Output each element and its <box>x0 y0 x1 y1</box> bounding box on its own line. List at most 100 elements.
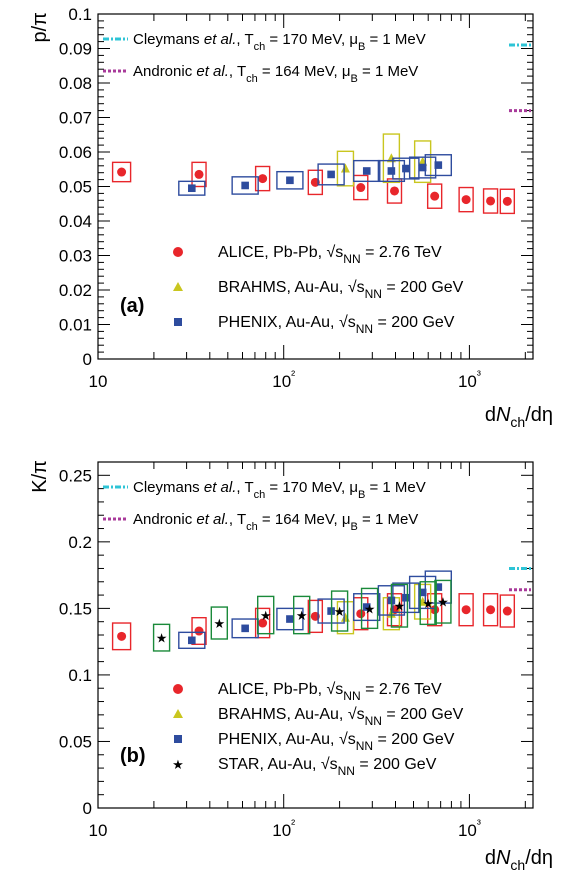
data-point <box>418 163 427 172</box>
series-circle <box>111 593 516 651</box>
y-tick-label: 0.03 <box>59 247 92 266</box>
data-point <box>434 583 443 591</box>
y-axis-title: K/π <box>29 460 51 493</box>
y-tick-label: 0.07 <box>59 109 92 128</box>
y-tick-label: 0.1 <box>68 666 92 685</box>
y-tick-label: 0.09 <box>59 40 92 59</box>
data-point <box>356 183 366 193</box>
data-point: ★ <box>156 631 168 646</box>
model-legend-label: Cleymans et al., Tch = 170 MeV, μB = 1 M… <box>133 31 426 53</box>
data-point <box>194 626 204 636</box>
sys-box <box>317 163 345 186</box>
sys-box <box>426 183 443 209</box>
x-axis-title: dNch/dη <box>485 404 553 430</box>
sys-box <box>254 607 271 639</box>
data-point <box>486 605 496 615</box>
data-point <box>356 609 366 619</box>
sys-box <box>499 594 516 628</box>
y-axis-title: p/π <box>29 12 51 43</box>
y-tick-label: 0.01 <box>59 316 92 335</box>
data-point <box>418 588 427 597</box>
y-tick-label: 0 <box>83 350 92 369</box>
y-tick-label: 0.05 <box>59 178 92 197</box>
sys-box <box>178 631 206 650</box>
sys-box <box>353 174 369 201</box>
legend-marker <box>173 684 183 694</box>
data-point <box>258 618 268 628</box>
sys-box <box>276 170 304 190</box>
series-circle <box>111 161 516 215</box>
sys-box <box>390 583 409 628</box>
sys-box <box>482 188 499 214</box>
sys-box <box>482 593 499 627</box>
data-point <box>486 196 496 206</box>
data-point: ★ <box>394 599 406 614</box>
sys-box <box>458 593 474 627</box>
panel-a: 0 0.01 0.02 0.03 0.04 0.05 0.06 0.07 0.08 0.09 0.1… <box>29 5 553 430</box>
legend-marker: ★ <box>172 757 184 772</box>
sys-box <box>152 623 171 652</box>
sys-box <box>353 159 381 183</box>
y-tick-label: 0.1 <box>68 5 92 24</box>
data-point <box>117 631 127 641</box>
data-point <box>502 606 512 616</box>
data-point <box>430 191 440 201</box>
data-point: ★ <box>437 595 449 610</box>
sys-box <box>254 165 271 192</box>
y-tick-label: 0.15 <box>59 599 92 618</box>
sys-box <box>111 161 132 183</box>
data-point: ★ <box>296 608 308 623</box>
sys-box <box>360 587 379 630</box>
data-point <box>117 167 127 177</box>
panel-label: (a) <box>120 295 144 317</box>
x-tick-label: 10 <box>89 372 108 391</box>
y-tick-label: 0.08 <box>59 74 92 93</box>
legend-label: BRAHMS, Au-Au, √sNN = 200 GeV <box>218 279 464 301</box>
data-point <box>362 603 371 611</box>
data-point <box>434 161 443 169</box>
data-point <box>241 181 249 190</box>
y-tick-label: 0.2 <box>68 533 92 552</box>
x-tick-label: 10² <box>272 368 295 391</box>
y-tick-label: 0 <box>83 799 92 818</box>
sys-box <box>392 582 420 614</box>
sys-box <box>191 161 207 188</box>
x-tick-label: 10 <box>89 821 108 840</box>
sys-box <box>330 590 349 632</box>
sys-box <box>293 595 311 635</box>
data-point <box>389 186 399 196</box>
sys-box <box>111 622 132 651</box>
legend-marker <box>173 709 183 718</box>
data-point <box>188 636 196 645</box>
data-point <box>258 174 268 184</box>
data-point <box>194 169 204 179</box>
y-tick-label: 0.25 <box>59 466 92 485</box>
legend-label: BRAHMS, Au-Au, √sNN = 200 GeV <box>218 706 464 728</box>
sys-box <box>178 180 206 196</box>
x-axis-title: dNch/dη <box>485 847 553 871</box>
data-point <box>188 184 196 193</box>
data-point <box>286 176 294 185</box>
data-point <box>402 164 410 173</box>
data-point <box>461 605 471 615</box>
data-point <box>461 195 471 205</box>
sys-box <box>434 579 452 624</box>
y-tick-label: 0.06 <box>59 143 92 162</box>
legend-marker <box>173 282 183 291</box>
sys-box <box>210 606 229 640</box>
sys-box <box>257 595 275 635</box>
legend-marker <box>174 735 182 743</box>
sys-box <box>276 607 304 631</box>
x-tick-label: 10³ <box>458 817 481 840</box>
panel-label: (b) <box>120 745 146 767</box>
data-point <box>327 170 335 179</box>
legend-label: ALICE, Pb-Pb, √sNN = 2.76 TeV <box>218 681 442 703</box>
sys-box <box>413 583 432 620</box>
sys-box <box>307 169 324 196</box>
legend-label: ALICE, Pb-Pb, √sNN = 2.76 TeV <box>218 244 442 266</box>
legend-marker <box>174 318 182 326</box>
sys-box <box>386 593 403 627</box>
y-tick-label: 0.04 <box>59 212 92 231</box>
data-point <box>387 167 396 175</box>
